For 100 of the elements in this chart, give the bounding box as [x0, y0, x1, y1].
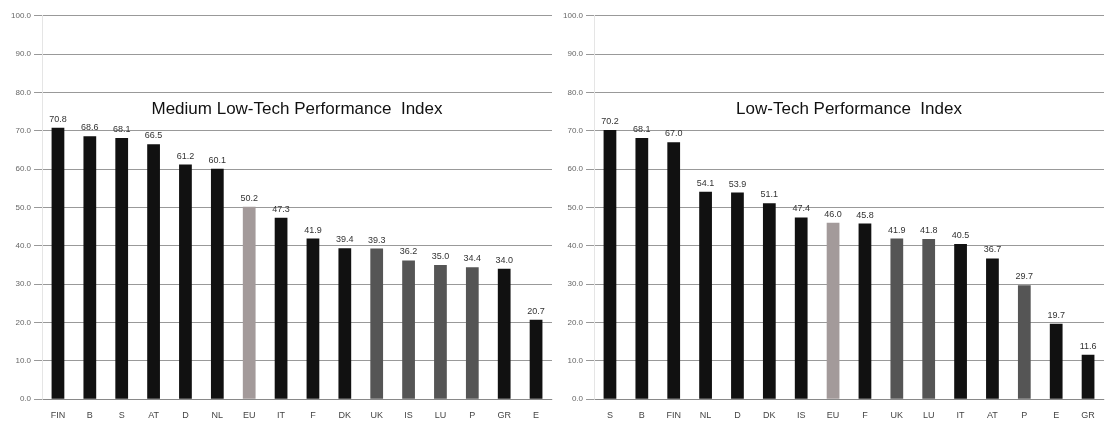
y-tick-label: 20.0 — [567, 317, 584, 327]
data-label: 68.1 — [633, 124, 651, 135]
bar — [731, 192, 744, 399]
x-tick-label: DK — [338, 410, 352, 421]
bar — [434, 265, 447, 399]
y-tick-label: 0.0 — [19, 394, 32, 404]
bar — [1081, 354, 1095, 399]
bar — [306, 238, 320, 399]
bar — [954, 243, 967, 399]
y-tick-label: 50.0 — [567, 202, 584, 212]
data-label: 41.8 — [919, 224, 938, 235]
y-tick-label: 40.0 — [15, 241, 32, 251]
data-label: 20.7 — [527, 305, 545, 316]
data-label: 19.7 — [1047, 309, 1065, 320]
x-tick-label: LU — [922, 410, 935, 421]
data-label: 34.4 — [463, 253, 482, 264]
y-tick-label: 70.0 — [15, 126, 32, 136]
bar — [210, 168, 224, 399]
x-tick-label: B — [638, 410, 645, 421]
x-tick-label: S — [606, 410, 613, 421]
y-tick-label: 20.0 — [15, 317, 32, 327]
data-label: 40.5 — [951, 229, 970, 240]
x-tick-label: UK — [890, 410, 904, 421]
bar — [115, 138, 129, 399]
bar — [699, 191, 712, 399]
bar — [1017, 285, 1031, 399]
y-tick-label: 60.0 — [15, 164, 32, 174]
data-label: 29.7 — [1015, 271, 1034, 282]
x-tick-label: F — [310, 410, 317, 421]
x-tick-label: EU — [826, 410, 840, 421]
bar — [1049, 323, 1063, 399]
x-tick-label: AT — [148, 410, 160, 421]
data-label: 51.1 — [760, 189, 779, 200]
data-label: 66.5 — [144, 130, 163, 141]
y-tick-label: 40.0 — [567, 241, 584, 251]
bar — [274, 217, 288, 399]
bar — [922, 238, 936, 399]
x-tick-label: E — [533, 410, 540, 421]
y-tick-label: 80.0 — [15, 87, 32, 97]
data-label: 41.9 — [304, 224, 322, 235]
y-tick-label: 10.0 — [567, 356, 584, 366]
bar — [858, 223, 872, 399]
bar — [51, 127, 65, 399]
bar — [986, 258, 999, 399]
data-label: 11.6 — [1079, 340, 1097, 351]
bar — [890, 238, 904, 399]
bar — [338, 248, 352, 399]
data-label: 68.6 — [81, 122, 99, 133]
x-tick-label: D — [182, 410, 190, 421]
data-label: 34.0 — [495, 254, 513, 265]
data-label: 70.2 — [601, 116, 619, 127]
y-tick-label: 70.0 — [567, 126, 584, 136]
y-tick-label: 30.0 — [567, 279, 584, 289]
y-tick-label: 90.0 — [567, 49, 584, 59]
data-label: 35.0 — [431, 250, 450, 261]
data-label: 36.2 — [399, 246, 418, 257]
data-label: 54.1 — [696, 177, 715, 188]
text: Low-Tech Performance Index — [736, 99, 963, 119]
data-label: 45.8 — [856, 209, 874, 220]
x-tick-label: F — [862, 410, 869, 421]
bar — [465, 267, 479, 399]
data-label: 61.2 — [176, 150, 195, 161]
bar — [370, 248, 384, 399]
bar — [603, 130, 617, 399]
data-label: 53.9 — [728, 178, 747, 189]
text: Medium Low-Tech Performance Index — [151, 99, 444, 119]
x-tick-label: P — [469, 410, 476, 421]
y-tick-label: 90.0 — [15, 49, 32, 59]
x-tick-label: IT — [956, 410, 966, 421]
y-tick-label: 100.0 — [562, 11, 584, 20]
y-tick-label: 80.0 — [567, 87, 584, 97]
x-tick-label: D — [734, 410, 742, 421]
x-tick-label: IS — [404, 410, 413, 421]
data-label: 41.9 — [888, 224, 906, 235]
x-tick-label: IT — [277, 410, 286, 421]
x-tick-label: B — [86, 410, 93, 421]
x-tick-label: GR — [1081, 410, 1096, 421]
data-label: 60.1 — [208, 154, 227, 165]
data-label: 36.7 — [983, 244, 1002, 255]
x-tick-label: FIN — [50, 410, 66, 421]
data-label: 68.1 — [112, 124, 131, 135]
bar — [402, 260, 415, 399]
bar — [497, 268, 511, 399]
data-label: 39.4 — [336, 234, 354, 245]
x-tick-label: LU — [434, 410, 447, 421]
y-tick-label: 10.0 — [15, 356, 32, 366]
y-tick-label: 50.0 — [15, 202, 32, 212]
y-tick-label: 0.0 — [571, 394, 584, 404]
x-tick-label: NL — [699, 410, 712, 421]
data-label: 47.4 — [792, 203, 810, 214]
y-tick-label: 100.0 — [10, 11, 32, 20]
x-tick-label: GR — [497, 410, 512, 421]
bar — [794, 217, 808, 399]
data-label: 39.3 — [367, 234, 386, 245]
x-tick-label: AT — [987, 410, 999, 421]
x-tick-label: P — [1021, 410, 1028, 421]
data-label: 70.8 — [49, 113, 67, 124]
data-label: 67.0 — [664, 128, 683, 139]
bar — [635, 138, 649, 399]
data-label: 47.3 — [272, 203, 290, 214]
